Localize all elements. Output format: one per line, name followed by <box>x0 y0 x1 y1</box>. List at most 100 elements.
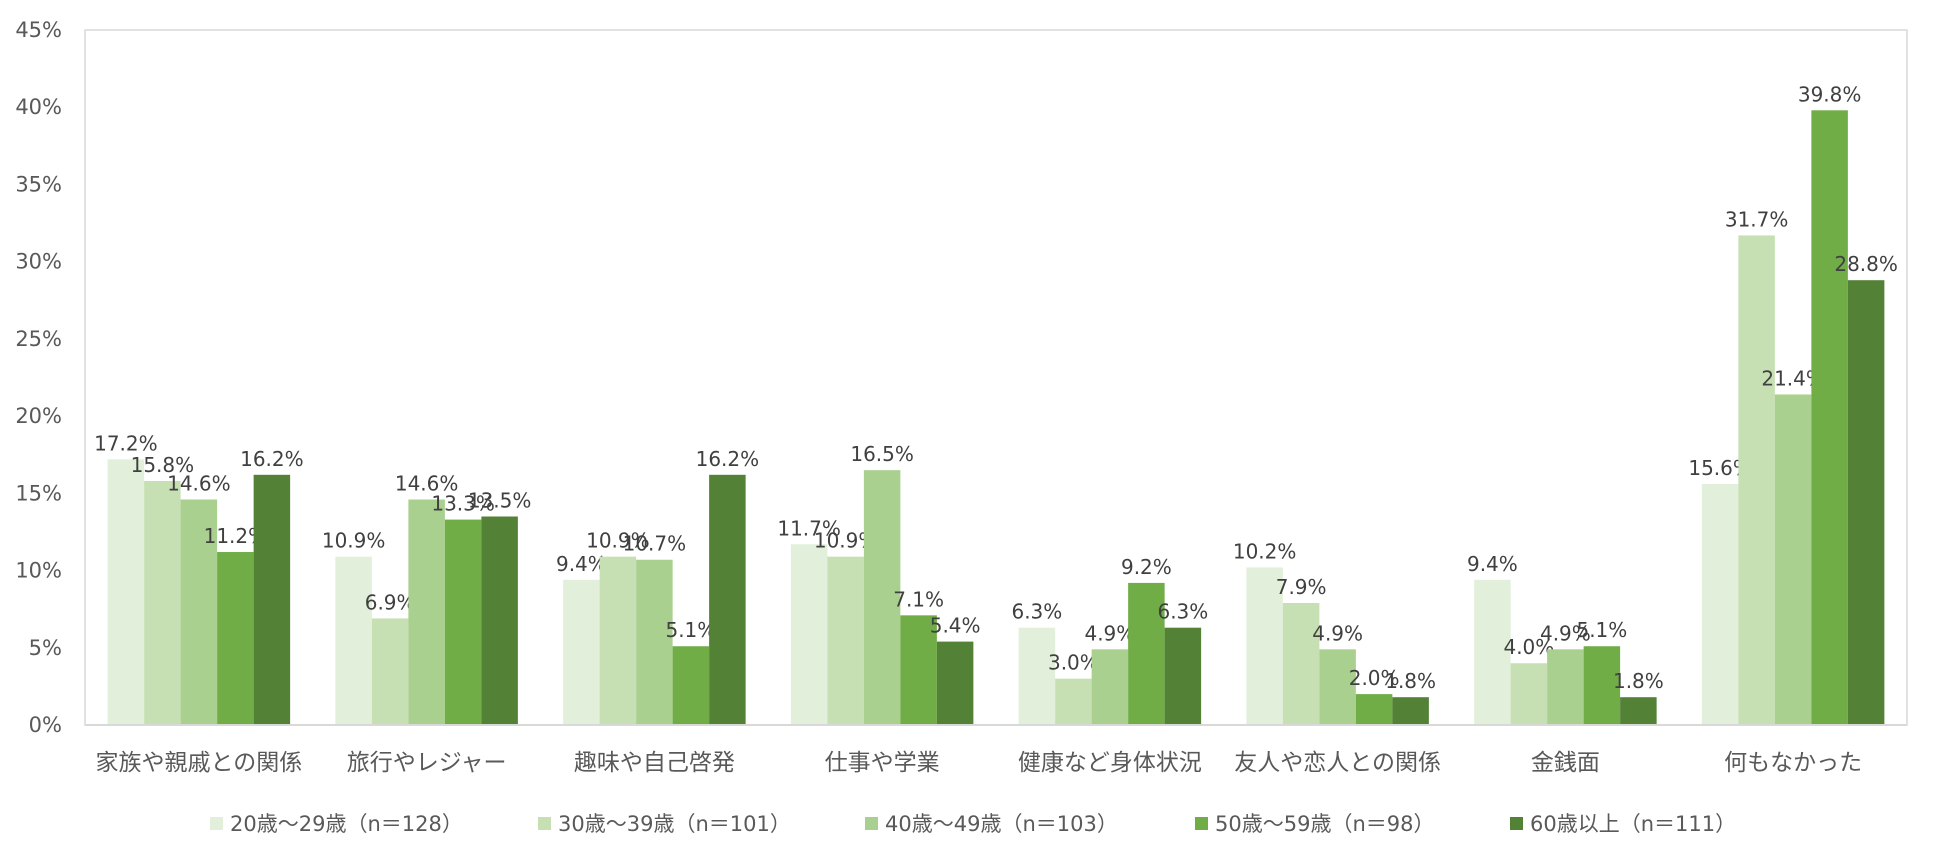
bar <box>1701 484 1739 725</box>
x-tick-label: 旅行やレジャー <box>347 750 507 776</box>
bar <box>1847 280 1885 725</box>
bar <box>217 552 254 725</box>
data-label: 39.8% <box>1798 82 1862 106</box>
data-label: 10.7% <box>623 532 687 556</box>
y-tick-label: 40% <box>15 95 62 119</box>
bar <box>1091 649 1129 725</box>
bar <box>1474 579 1511 725</box>
data-label: 9.4% <box>556 552 607 576</box>
data-label: 14.6% <box>167 472 231 496</box>
y-tick-label: 45% <box>15 18 62 42</box>
legend-entry: 30歳〜39歳（n＝101） <box>558 812 791 836</box>
data-label: 5.1% <box>665 618 716 642</box>
data-label: 15.8% <box>131 453 195 477</box>
bar <box>444 519 482 725</box>
data-label: 4.9% <box>1540 621 1591 645</box>
bar <box>1128 582 1165 725</box>
legend-swatch <box>538 817 551 830</box>
data-label: 10.2% <box>1233 539 1297 563</box>
data-label: 9.2% <box>1121 555 1172 579</box>
bar <box>1774 394 1812 725</box>
bar <box>1055 678 1092 725</box>
data-label: 7.1% <box>893 587 944 611</box>
bar <box>827 556 864 725</box>
data-label: 11.7% <box>777 516 841 540</box>
data-label: 4.0% <box>1503 635 1554 659</box>
data-label: 6.3% <box>1157 600 1208 624</box>
data-label: 6.3% <box>1011 600 1062 624</box>
data-label: 16.2% <box>240 447 304 471</box>
data-label: 10.9% <box>322 529 386 553</box>
x-tick-label: 何もなかった <box>1724 750 1862 776</box>
data-label: 1.8% <box>1613 669 1664 693</box>
data-label: 7.9% <box>1276 575 1327 599</box>
data-label: 16.2% <box>696 447 760 471</box>
legend-swatch <box>865 817 878 830</box>
x-tick-label: 金銭面 <box>1531 750 1600 776</box>
bar <box>335 556 372 725</box>
legend-swatch <box>210 817 223 830</box>
x-tick-label: 趣味や自己啓発 <box>574 750 735 776</box>
bar <box>900 615 937 725</box>
data-label: 16.5% <box>850 442 914 466</box>
bar <box>481 516 518 725</box>
data-label: 13.3% <box>431 492 495 516</box>
bar <box>936 641 974 725</box>
data-label: 28.8% <box>1834 252 1898 276</box>
x-tick-label: 健康など身体状況 <box>1018 750 1202 776</box>
data-label: 5.4% <box>930 614 981 638</box>
bar <box>371 618 409 725</box>
x-tick-label: 友人や恋人との関係 <box>1234 750 1441 776</box>
bar <box>1583 646 1621 725</box>
bar <box>253 474 291 725</box>
legend-entry: 60歳以上（n＝111） <box>1530 812 1736 836</box>
y-tick-label: 25% <box>15 327 62 351</box>
data-label: 9.4% <box>1467 552 1518 576</box>
bar <box>709 474 746 725</box>
bar <box>1392 697 1429 725</box>
data-label: 2.0% <box>1349 666 1400 690</box>
bar <box>408 499 445 725</box>
y-tick-label: 35% <box>15 172 62 196</box>
y-tick-label: 0% <box>29 713 62 737</box>
bar <box>107 459 145 725</box>
data-label: 31.7% <box>1725 207 1789 231</box>
bar <box>1164 627 1202 725</box>
bar <box>1246 567 1283 725</box>
legend-entry: 40歳〜49歳（n＝103） <box>885 812 1118 836</box>
bar <box>863 470 901 725</box>
bar <box>144 480 181 725</box>
legend-entry: 50歳〜59歳（n＝98） <box>1215 812 1434 836</box>
y-tick-label: 15% <box>15 481 62 505</box>
bar <box>636 559 673 725</box>
y-tick-label: 20% <box>15 404 62 428</box>
x-tick-label: 仕事や学業 <box>825 750 940 776</box>
legend-entry: 20歳〜29歳（n＝128） <box>230 812 463 836</box>
bar <box>1620 697 1657 725</box>
data-label: 4.9% <box>1084 621 1135 645</box>
bar <box>1510 663 1548 725</box>
bar <box>180 499 218 725</box>
data-label: 10.9% <box>586 529 650 553</box>
data-label: 13.5% <box>468 489 532 513</box>
y-tick-label: 5% <box>29 636 62 660</box>
bar <box>672 646 710 725</box>
data-label: 14.6% <box>395 472 459 496</box>
bar <box>1018 627 1056 725</box>
y-tick-label: 30% <box>15 250 62 274</box>
x-tick-label: 家族や親戚との関係 <box>95 750 302 776</box>
y-tick-label: 10% <box>15 559 62 583</box>
data-label: 5.1% <box>1576 618 1627 642</box>
data-label: 17.2% <box>94 431 158 455</box>
data-label: 4.9% <box>1312 621 1363 645</box>
legend-swatch <box>1510 817 1523 830</box>
bar <box>1738 235 1775 725</box>
legend-swatch <box>1195 817 1208 830</box>
bar <box>1319 649 1356 725</box>
bar <box>1355 694 1393 725</box>
bar <box>563 579 600 725</box>
bar <box>790 544 828 725</box>
data-label: 1.8% <box>1385 669 1436 693</box>
